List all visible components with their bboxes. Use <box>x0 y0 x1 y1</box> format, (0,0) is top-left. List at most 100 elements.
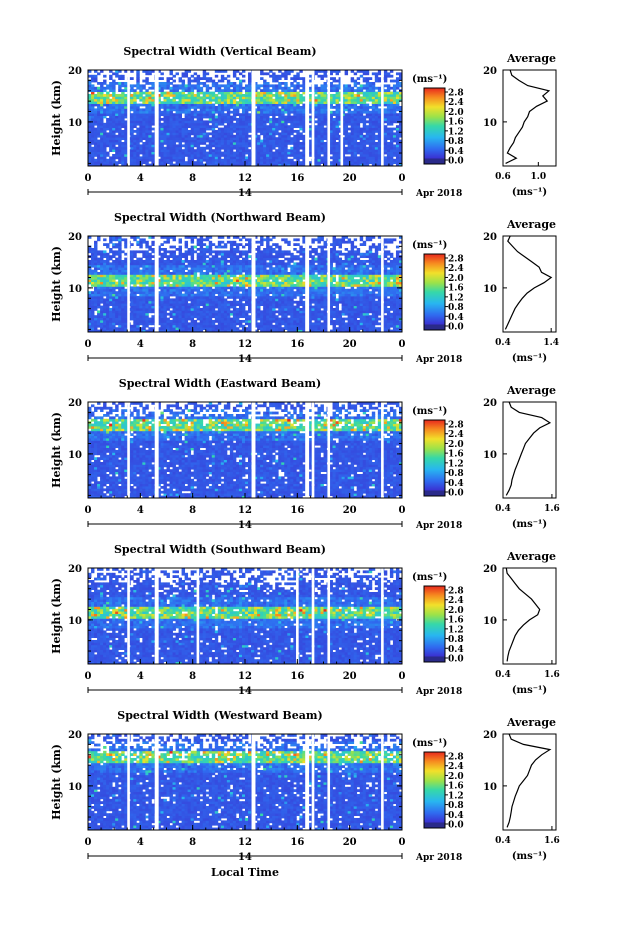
date-label: Apr 2018 <box>415 521 462 531</box>
profile-x-tick-label: 0.4 <box>495 836 511 846</box>
x-tick-label: 20 <box>343 173 357 184</box>
data-gap <box>381 70 384 166</box>
profile-title: Average <box>506 384 556 397</box>
x-axis-label: Local Time <box>211 866 279 879</box>
colorbar-tick-label: 0.4 <box>448 811 464 821</box>
panel-0: Spectral Width (Vertical Beam)2010Height… <box>50 45 556 199</box>
colorbar-tick-label: 2.8 <box>448 255 464 265</box>
profile-y-tick-label: 20 <box>483 564 497 575</box>
colorbar-unit: (ms⁻¹) <box>412 406 447 417</box>
data-gap <box>305 402 309 498</box>
data-gap <box>312 734 315 830</box>
y-tick-label: 20 <box>68 232 82 243</box>
profile-x-tick-label: 1.6 <box>544 670 560 680</box>
chart-title: Spectral Width (Southward Beam) <box>114 543 326 556</box>
data-gap <box>327 402 330 498</box>
y-tick-label: 20 <box>68 730 82 741</box>
colorbar <box>424 752 445 828</box>
chart-title: Spectral Width (Vertical Beam) <box>123 45 316 58</box>
colorbar-tick-label: 0.8 <box>448 303 464 313</box>
colorbar-tick-label: 1.6 <box>448 450 464 460</box>
data-gap <box>312 402 315 498</box>
day-label: 14 <box>238 520 252 531</box>
colorbar-tick-label: 2.8 <box>448 587 464 597</box>
colorbar-tick-label: 2.0 <box>448 772 464 782</box>
data-gap <box>305 236 309 332</box>
colorbar-tick-label: 1.6 <box>448 616 464 626</box>
colorbar <box>424 420 445 496</box>
colorbar-unit: (ms⁻¹) <box>412 738 447 749</box>
x-tick-label: 20 <box>343 837 357 848</box>
heatmap-cells <box>88 734 402 830</box>
day-label: 14 <box>238 852 252 863</box>
colorbar-tick-label: 1.6 <box>448 284 464 294</box>
x-tick-label: 4 <box>137 339 144 350</box>
x-tick-label: 16 <box>290 671 304 682</box>
colorbar-tick-label: 2.0 <box>448 108 464 118</box>
x-tick-label: 12 <box>238 837 252 848</box>
heatmap-cells <box>88 402 402 498</box>
heatmap-cells <box>88 568 402 664</box>
x-tick-label: 12 <box>238 505 252 516</box>
y-axis-label: Height (km) <box>50 578 63 654</box>
x-tick-label: 20 <box>343 671 357 682</box>
y-tick-label: 10 <box>68 118 82 129</box>
colorbar-unit: (ms⁻¹) <box>412 74 447 85</box>
date-label: Apr 2018 <box>415 853 462 863</box>
data-gap <box>305 70 309 166</box>
colorbar-tick-label: 0.0 <box>448 821 464 831</box>
colorbar-tick-label: 0.4 <box>448 313 464 323</box>
profile-x-tick-label: 1.6 <box>544 504 560 514</box>
colorbar-tick-label: 1.2 <box>448 625 464 635</box>
y-tick-label: 20 <box>68 398 82 409</box>
y-axis-label: Height (km) <box>50 246 63 322</box>
data-gap <box>252 734 256 830</box>
profile-title: Average <box>506 550 556 563</box>
x-tick-label: 16 <box>290 505 304 516</box>
colorbar-tick-label: 0.8 <box>448 801 464 811</box>
colorbar-tick-label: 1.2 <box>448 791 464 801</box>
data-gap <box>327 568 330 664</box>
colorbar-tick-label: 0.4 <box>448 479 464 489</box>
x-tick-label: 20 <box>343 339 357 350</box>
x-tick-label: 16 <box>290 837 304 848</box>
colorbar-tick-label: 2.8 <box>448 753 464 763</box>
chart-title: Spectral Width (Eastward Beam) <box>119 377 321 390</box>
data-gap <box>155 236 159 332</box>
profile-x-tick-label: 1.0 <box>530 172 546 182</box>
colorbar-tick-label: 0.4 <box>448 147 464 157</box>
heatmap-cells <box>88 70 402 166</box>
colorbar-tick-label: 2.4 <box>448 762 464 772</box>
data-gap <box>381 734 384 830</box>
y-tick-label: 10 <box>68 782 82 793</box>
colorbar-tick-label: 0.8 <box>448 635 464 645</box>
data-gap <box>155 734 159 830</box>
data-gap <box>155 70 159 166</box>
colorbar-tick-label: 2.0 <box>448 440 464 450</box>
x-tick-label: 0 <box>399 505 406 516</box>
profile-line <box>506 70 549 163</box>
data-gap <box>127 568 130 664</box>
data-gap <box>327 70 330 166</box>
data-gap <box>296 568 299 664</box>
date-label: Apr 2018 <box>415 189 462 199</box>
data-gap <box>381 236 384 332</box>
profile-x-label: (ms⁻¹) <box>512 353 547 364</box>
profile-title: Average <box>506 716 556 729</box>
data-gap <box>312 568 315 664</box>
x-tick-label: 4 <box>137 671 144 682</box>
colorbar-tick-label: 2.8 <box>448 89 464 99</box>
x-tick-label: 8 <box>189 339 196 350</box>
colorbar-tick-label: 0.0 <box>448 655 464 665</box>
colorbar <box>424 254 445 330</box>
panel-3: Spectral Width (Southward Beam)2010Heigh… <box>50 543 560 697</box>
x-tick-label: 0 <box>399 173 406 184</box>
colorbar-tick-label: 1.2 <box>448 459 464 469</box>
profile-x-tick-label: 0.4 <box>495 504 511 514</box>
x-tick-label: 0 <box>399 671 406 682</box>
colorbar-tick-label: 0.8 <box>448 469 464 479</box>
profile-y-tick-label: 20 <box>483 232 497 243</box>
profile-title: Average <box>506 52 556 65</box>
profile-frame <box>503 568 556 664</box>
day-label: 14 <box>238 354 252 365</box>
